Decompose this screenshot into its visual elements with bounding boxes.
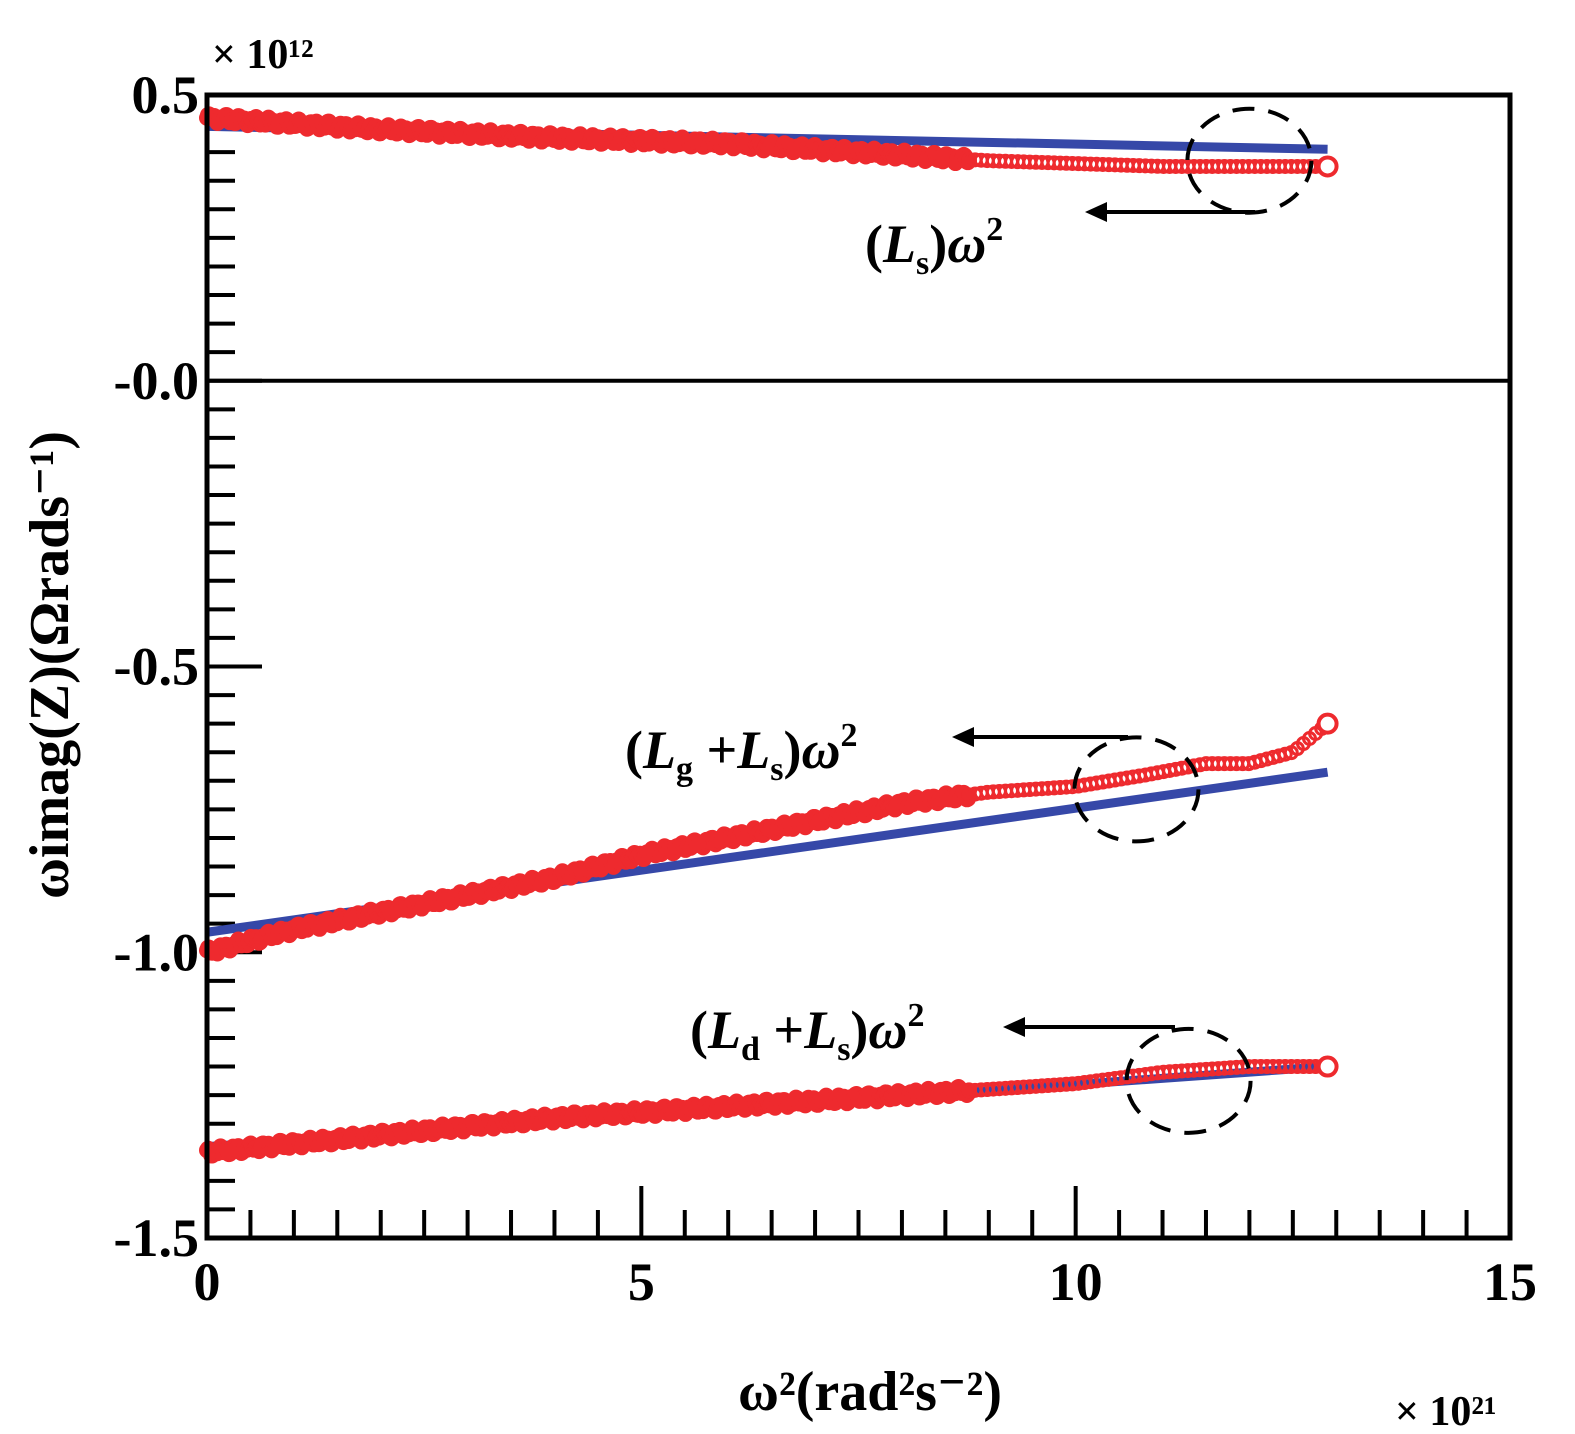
data-points — [199, 106, 1339, 1164]
y-tick-label: 0.5 — [132, 65, 200, 125]
arrow-head — [1003, 1017, 1025, 1037]
data-point — [1316, 1055, 1339, 1078]
y-tick-label: -1.5 — [114, 1208, 199, 1268]
x-tick-label: 10 — [1049, 1252, 1103, 1312]
x-axis-label: ω²(rad²s⁻²) — [738, 1361, 1002, 1423]
data-point — [1316, 712, 1339, 735]
highlight-circles — [1072, 106, 1314, 1135]
x-multiplier: × 10²¹ — [1395, 1389, 1497, 1434]
data-point — [1277, 746, 1293, 762]
plot-frame — [204, 92, 1513, 1241]
x-tick-label: 0 — [194, 1252, 221, 1312]
annotation-lg-ls: (Lg +Ls)ω2 — [625, 717, 858, 788]
annotation-ls: (Ls)ω2 — [865, 211, 1003, 282]
y-tick-label: -0.0 — [114, 351, 199, 411]
annotation-ld-ls: (Ld +Ls)ω2 — [690, 997, 924, 1068]
tick-labels: 0 5 10 15 0.5 -0.0 -0.5 -1.0 -1.5 — [114, 65, 1537, 1312]
x-tick-label: 15 — [1483, 1252, 1537, 1312]
annotation-arrows — [952, 202, 1255, 1037]
y-tick-label: -1.0 — [114, 922, 199, 982]
data-point — [1316, 155, 1339, 178]
arrow-head — [952, 727, 974, 747]
fit-lines — [206, 121, 1329, 1152]
y-tick-label: -0.5 — [114, 637, 199, 697]
axis-ticks — [205, 93, 1512, 1240]
x-tick-label: 5 — [628, 1252, 655, 1312]
y-axis-label: ωimag(Z)(Ωrads⁻¹) — [19, 431, 81, 899]
arrow-head — [1085, 202, 1107, 222]
highlight-circle — [1124, 1026, 1253, 1135]
highlight-circle — [1072, 735, 1201, 844]
y-multiplier: × 10¹² — [212, 32, 314, 78]
